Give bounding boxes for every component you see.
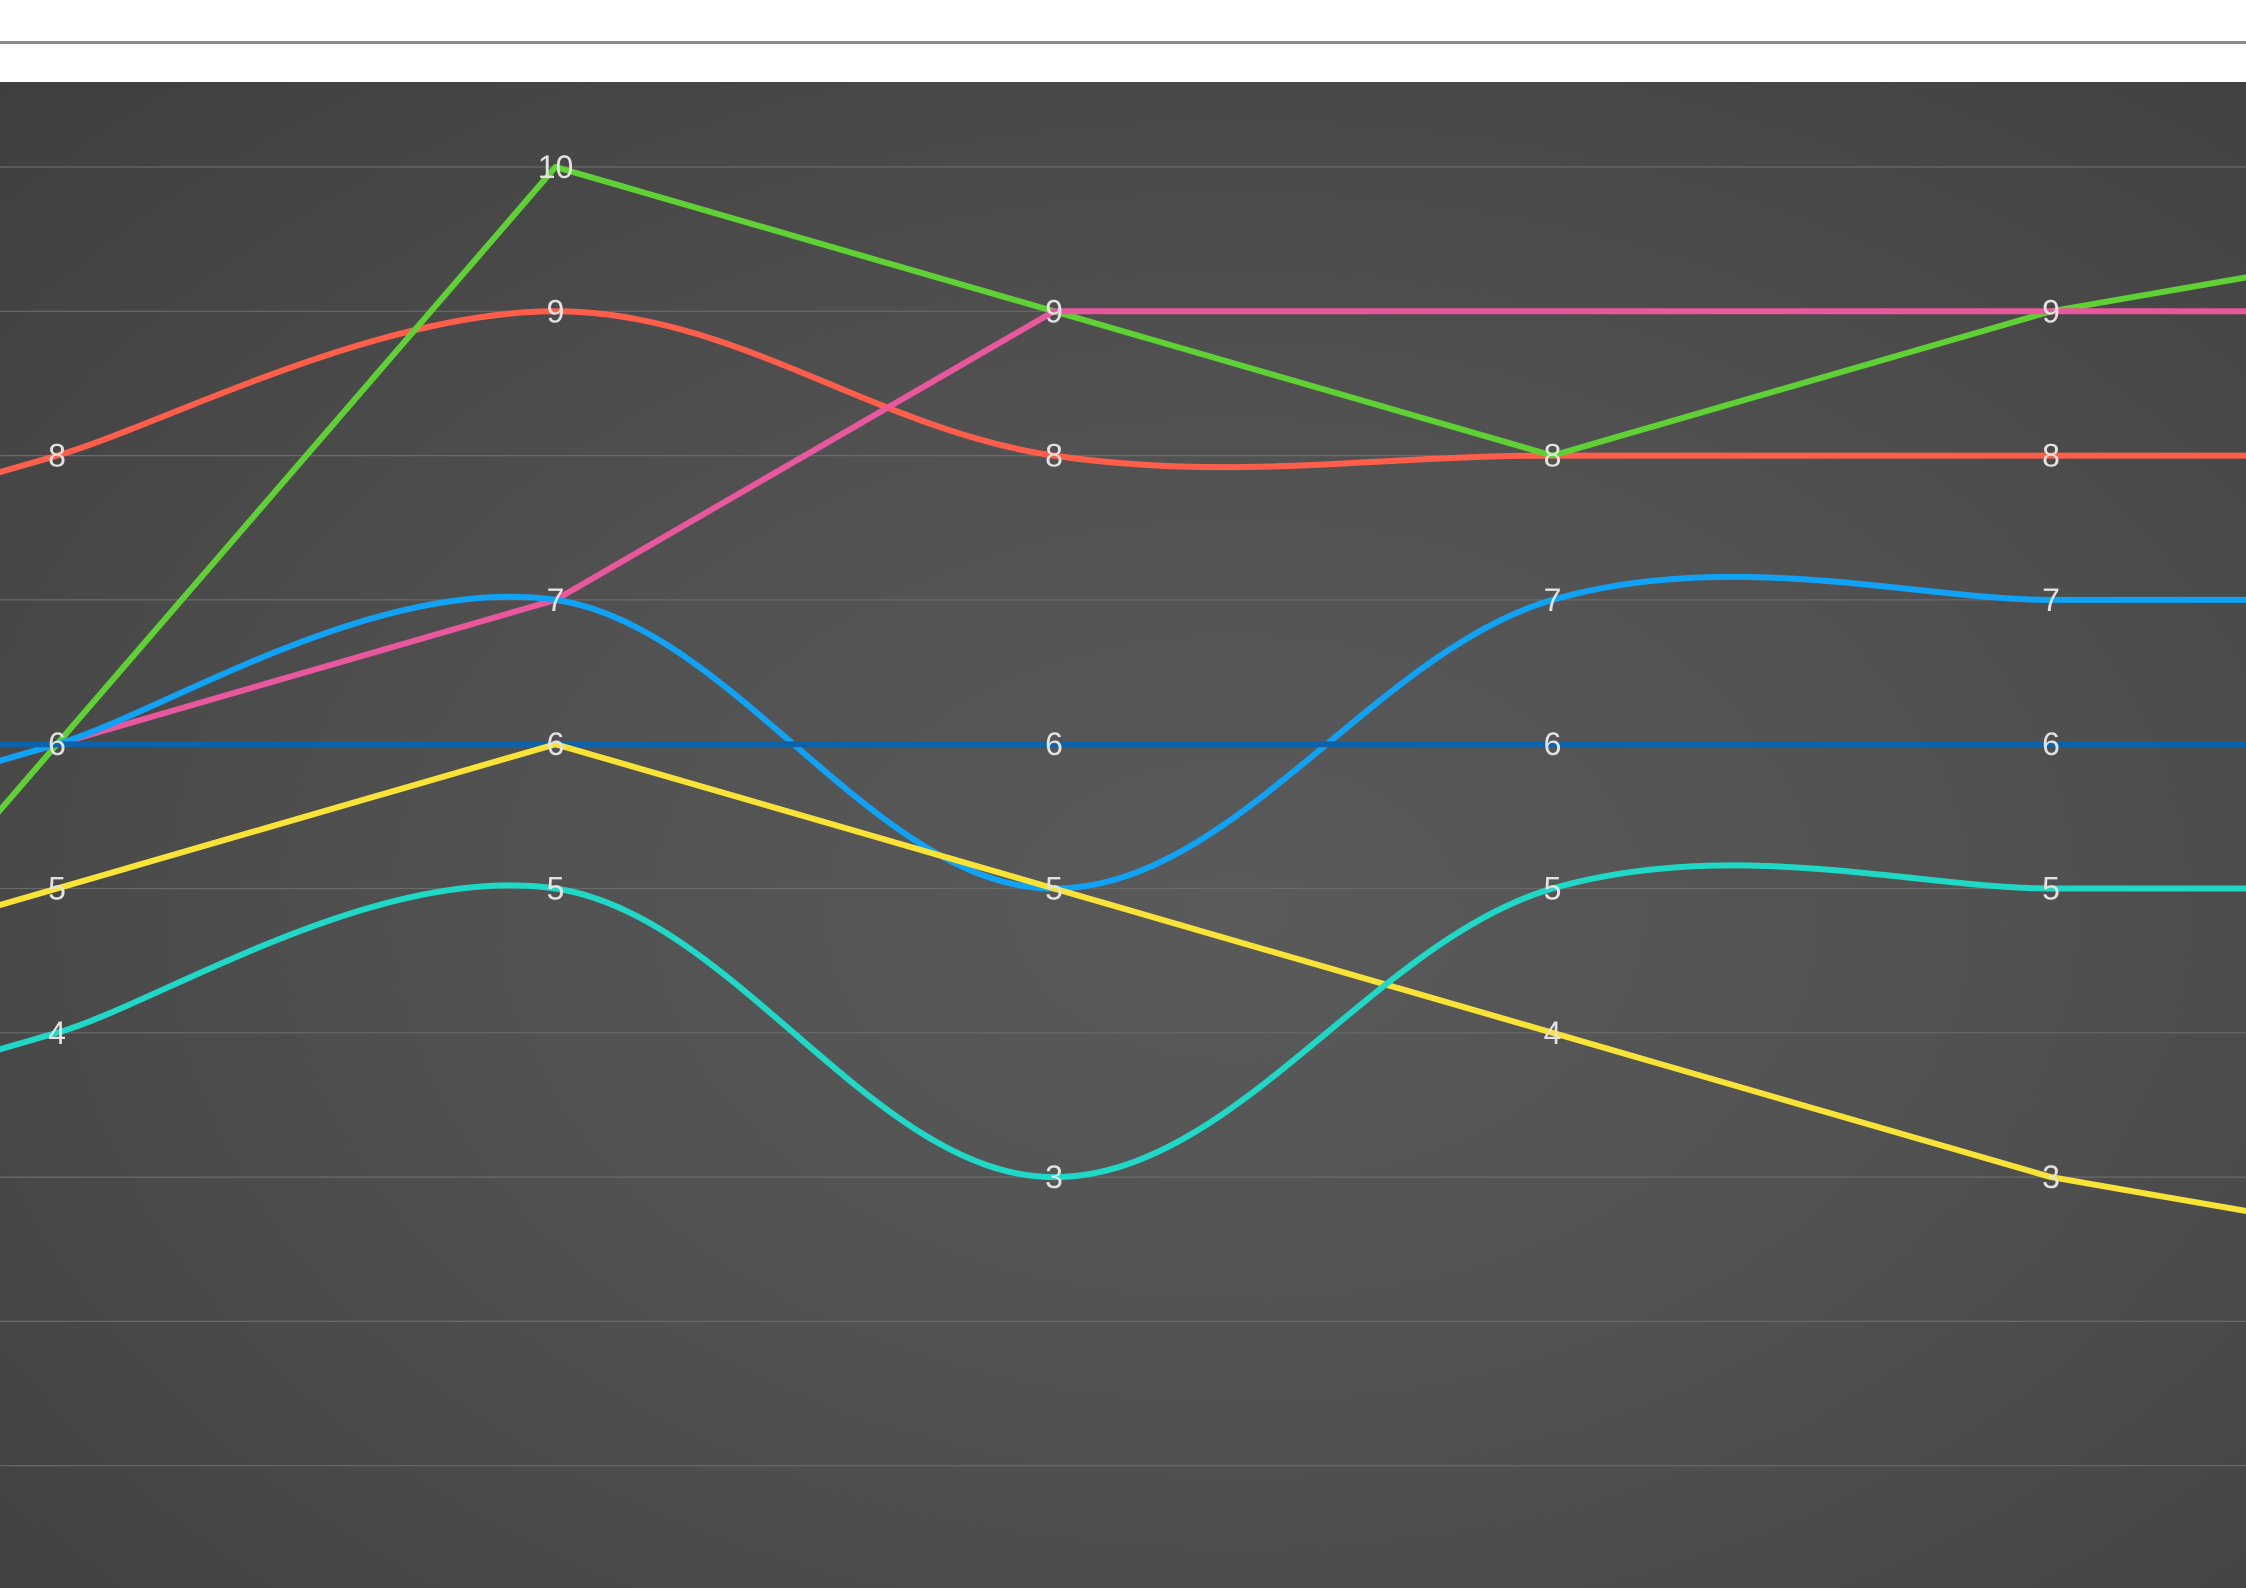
series-line-6 (0, 741, 2246, 1215)
chart-area: 8 9 8 8 10 9 8 9 6 7 7 7 6 6 6 6 5 5 4 3 4 5 3 5 5 (0, 82, 2246, 1588)
data-label: 3 (2042, 1159, 2060, 1195)
data-label: 5 (547, 871, 565, 907)
data-label: 6 (1045, 726, 1063, 762)
data-label: 8 (2042, 438, 2060, 474)
data-labels: 8 9 8 8 10 9 8 9 6 7 7 7 6 6 6 6 5 5 4 3 4 5 3 5 5 (48, 149, 2060, 1195)
data-label: 9 (1045, 293, 1063, 329)
data-label: 3 (1045, 1159, 1063, 1195)
data-label: 4 (48, 1015, 66, 1051)
gridlines (0, 166, 2246, 1467)
data-label: 8 (1544, 438, 1562, 474)
data-label: 7 (547, 582, 565, 618)
series-line-2 (0, 164, 2246, 815)
series-lines (0, 164, 2246, 1215)
header-divider (0, 41, 2246, 44)
data-label: 7 (2042, 582, 2060, 618)
data-label: 6 (48, 726, 66, 762)
series-line-3 (0, 308, 2246, 764)
series-line-7 (0, 862, 2246, 1181)
data-label: 10 (538, 149, 574, 185)
data-label: 6 (547, 726, 565, 762)
data-label: 5 (1544, 871, 1562, 907)
data-label: 5 (1045, 871, 1063, 907)
series-line-4 (0, 573, 2246, 892)
series-line-1 (0, 308, 2246, 476)
data-label: 4 (1544, 1015, 1562, 1051)
data-label: 6 (2042, 726, 2060, 762)
data-label: 5 (48, 871, 66, 907)
line-chart: 8 9 8 8 10 9 8 9 6 7 7 7 6 6 6 6 5 5 4 3 4 5 3 5 5 (0, 149, 2246, 1467)
data-label: 5 (2042, 871, 2060, 907)
data-label: 7 (1544, 582, 1562, 618)
data-label: 8 (1045, 438, 1063, 474)
data-label: 9 (547, 293, 565, 329)
data-label: 8 (48, 438, 66, 474)
data-label: 6 (1544, 726, 1562, 762)
data-label: 9 (2042, 293, 2060, 329)
